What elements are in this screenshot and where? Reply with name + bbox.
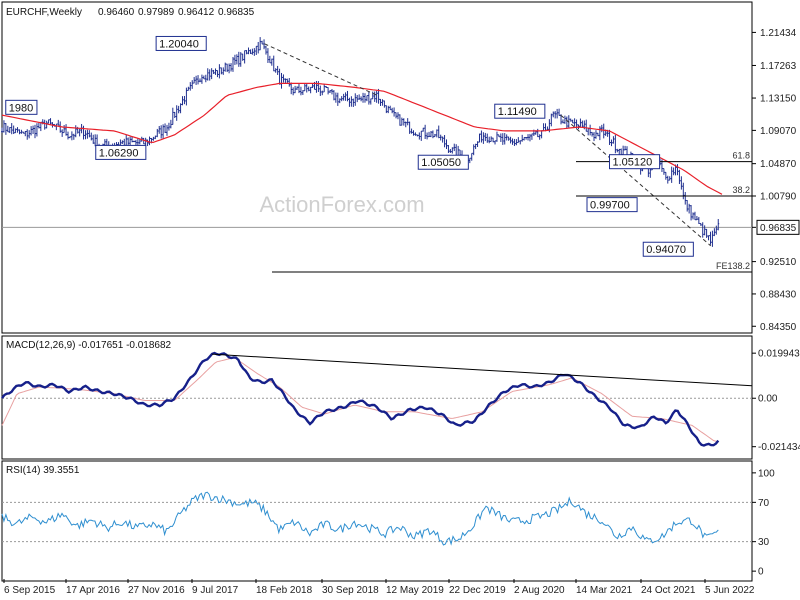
rsi-y-tick-label: 70 xyxy=(758,498,770,509)
price-label-text: 1.11490 xyxy=(498,106,537,118)
price-label-box xyxy=(95,144,147,160)
price-y-tick-label: 1.09070 xyxy=(760,126,797,137)
watermark-text: ActionForex.com xyxy=(259,192,424,217)
price-y-tick-label: 1.21434 xyxy=(760,28,797,39)
macd-layer xyxy=(1,351,753,447)
price-trendlines xyxy=(264,43,712,247)
ohlc-close: 0.96835 xyxy=(218,7,255,18)
rsi-y-tick-label: 100 xyxy=(758,468,775,479)
price-y-axis: 1.21434 1.17263 1.13150 1.09070 1.04870 1.007… xyxy=(752,28,800,333)
rsi-line xyxy=(1,491,719,546)
price-label-box xyxy=(5,99,38,115)
x-tick-label: 30 Sep 2018 xyxy=(322,585,379,596)
x-tick-label: 9 Jul 2017 xyxy=(192,585,239,596)
fib-level-label: 38.2 xyxy=(732,185,750,195)
price-label-text: 1980 xyxy=(9,102,33,114)
ohlc-high: 0.97989 xyxy=(138,7,175,18)
macd-y-tick-label: 0.019943 xyxy=(758,349,800,360)
price-y-tick-label: 0.92510 xyxy=(760,257,797,268)
rsi-y-axis: 100 70 30 0 xyxy=(752,468,775,578)
ohlc-open: 0.96460 xyxy=(98,7,135,18)
x-tick-label: 27 Nov 2016 xyxy=(128,585,185,596)
price-y-tick-label: 0.96835 xyxy=(760,223,797,234)
x-tick-label: 24 Oct 2021 xyxy=(641,585,696,596)
last-price-box xyxy=(756,219,800,235)
price-y-tick-label: 1.13150 xyxy=(760,94,797,105)
fib-levels: 61.8 38.2 FE138.2 xyxy=(272,151,752,273)
price-title: EURCHF,Weekly 0.96460 0.97989 0.96412 0.… xyxy=(6,7,255,18)
price-label-box xyxy=(642,241,694,257)
rsi-panel-frame xyxy=(1,460,753,582)
macd-panel-frame xyxy=(1,335,753,460)
rsi-y-tick-label: 30 xyxy=(758,537,770,548)
x-tick-label: 22 Dec 2019 xyxy=(449,585,506,596)
price-y-tick-label: 1.04870 xyxy=(760,159,797,170)
fib-level-label: 61.8 xyxy=(732,151,750,161)
price-labels: 1.20040 1980 1.06290 1.05050 1.11490 1.05120 0… xyxy=(5,35,694,257)
price-label-text: 1.20040 xyxy=(159,38,199,50)
macd-y-axis: 0.019943 0.00 -0.021434 xyxy=(752,349,800,453)
macd-line xyxy=(1,351,720,447)
x-tick-label: 12 May 2019 xyxy=(386,585,444,596)
price-y-tick-label: 0.84350 xyxy=(760,322,797,333)
price-y-tick-label: 0.88430 xyxy=(760,289,797,300)
x-tick-label: 5 Jun 2022 xyxy=(705,585,755,596)
price-y-tick-label: 1.00790 xyxy=(760,191,797,202)
price-label-text: 1.06290 xyxy=(99,147,139,159)
price-label-text: 0.94070 xyxy=(646,244,686,256)
price-trendline xyxy=(560,114,712,247)
x-tick-label: 6 Sep 2015 xyxy=(4,585,56,596)
x-axis: 6 Sep 2015 17 Apr 2016 27 Nov 2016 9 Jul 20… xyxy=(3,579,755,596)
price-label-text: 1.05120 xyxy=(613,157,653,169)
rsi-y-tick-label: 0 xyxy=(758,567,764,578)
fib-level-label: FE138.2 xyxy=(716,261,750,271)
macd-title: MACD(12,26,9) -0.017651 -0.018682 xyxy=(6,340,172,351)
price-label-box xyxy=(155,35,207,51)
price-y-tick-label: 1.17263 xyxy=(760,61,797,72)
ohlc-low: 0.96412 xyxy=(178,7,215,18)
price-label-box xyxy=(417,154,469,170)
macd-trendline xyxy=(211,353,753,387)
x-tick-label: 2 Aug 2020 xyxy=(514,585,565,596)
macd-y-tick-label: -0.021434 xyxy=(758,442,800,453)
x-tick-label: 14 Mar 2021 xyxy=(576,585,633,596)
price-symbol-label: EURCHF,Weekly xyxy=(6,7,82,18)
rsi-layer xyxy=(1,491,752,546)
macd-y-tick-label: 0.00 xyxy=(758,394,778,405)
x-tick-label: 18 Feb 2018 xyxy=(256,585,313,596)
price-label-text: 1.05050 xyxy=(421,157,461,169)
rsi-title: RSI(14) 39.3551 xyxy=(6,465,80,476)
x-tick-label: 17 Apr 2016 xyxy=(66,585,120,596)
price-label-box xyxy=(609,154,661,170)
price-label-text: 0.99700 xyxy=(590,200,630,212)
price-label-box xyxy=(494,103,546,119)
price-label-box xyxy=(586,197,638,213)
